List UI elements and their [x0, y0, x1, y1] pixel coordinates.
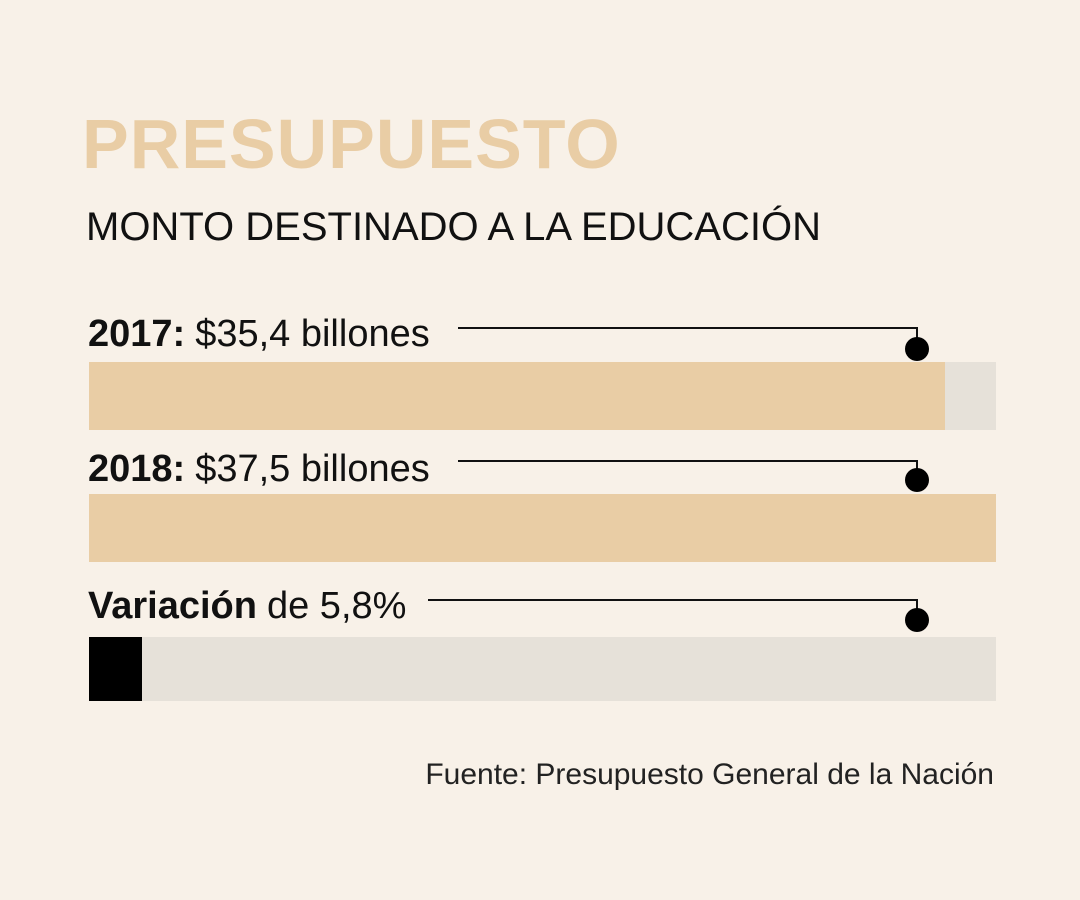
leader-dot-2018	[905, 468, 929, 492]
leader-dot-variation	[905, 608, 929, 632]
row-label-2018-year: 2018:	[88, 448, 186, 490]
chart-subtitle: MONTO DESTINADO A LA EDUCACIÓN	[86, 205, 821, 249]
leader-line-2017	[458, 327, 918, 339]
row-label-2017: 2017: $35,4 billones	[88, 312, 430, 356]
bar-2017	[89, 362, 946, 430]
bar-2018	[89, 494, 996, 562]
leader-line-2018	[458, 460, 918, 472]
row-label-variation-word: Variación	[88, 585, 257, 627]
leader-dot-2017	[905, 337, 929, 361]
source-note: Fuente: Presupuesto General de la Nación	[425, 758, 994, 791]
leader-line-variation	[428, 599, 918, 611]
row-label-2018-amount: $37,5 billones	[195, 448, 430, 490]
chart-title: PRESUPUESTO	[82, 105, 621, 183]
row-label-2017-year: 2017:	[88, 313, 186, 355]
bar-track-variation	[89, 637, 996, 701]
bar-track-2017	[89, 362, 996, 430]
row-label-2017-amount: $35,4 billones	[195, 313, 430, 355]
bar-track-2018	[89, 494, 996, 562]
row-label-variation-percent: de 5,8%	[266, 585, 407, 627]
row-label-2018: 2018: $37,5 billones	[88, 447, 430, 491]
row-label-variation: Variación de 5,8%	[88, 584, 406, 628]
bar-variation	[89, 637, 142, 701]
